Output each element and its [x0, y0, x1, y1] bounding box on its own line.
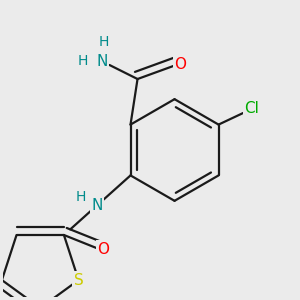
Text: H: H — [75, 190, 85, 205]
Text: O: O — [97, 242, 109, 256]
Text: H: H — [99, 35, 110, 49]
Text: N: N — [97, 54, 108, 69]
Text: H: H — [78, 55, 88, 68]
Text: O: O — [174, 58, 186, 73]
Text: N: N — [92, 198, 103, 213]
Text: Cl: Cl — [244, 101, 259, 116]
Text: S: S — [74, 273, 83, 288]
